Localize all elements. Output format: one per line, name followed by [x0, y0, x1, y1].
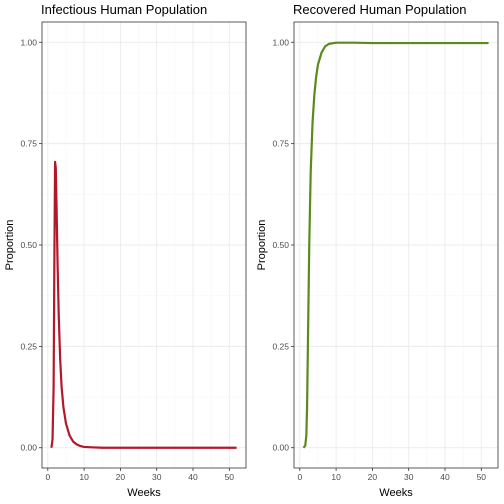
y-axis-label: Proportion	[256, 220, 268, 271]
y-tick-label: 0.00	[20, 443, 37, 453]
y-tick-label: 1.00	[272, 37, 289, 47]
y-tick-label: 0.25	[20, 341, 37, 351]
chart-title: Recovered Human Population	[293, 2, 466, 17]
x-tick-label: 20	[368, 472, 378, 482]
x-tick-label: 0	[45, 472, 50, 482]
chart-title: Infectious Human Population	[41, 2, 207, 17]
series-line-0	[302, 41, 489, 449]
x-tick-label: 20	[116, 472, 126, 482]
x-tick-label: 40	[440, 472, 450, 482]
series-line-0	[50, 160, 237, 449]
x-tick-label: 10	[331, 472, 341, 482]
y-tick-label: 0.00	[272, 443, 289, 453]
y-axis-label: Proportion	[4, 220, 16, 271]
x-tick-label: 10	[79, 472, 89, 482]
y-tick-label: 0.75	[272, 139, 289, 149]
x-tick-label: 40	[188, 472, 198, 482]
x-tick-label: 50	[225, 472, 235, 482]
y-tick-label: 1.00	[20, 37, 37, 47]
x-axis-label: Weeks	[127, 487, 161, 499]
chart-panel-1: 0 10 20 30 40 50 0.00 0.25 0.50 0.75 1.00 Recovered…	[256, 2, 499, 499]
y-tick-label: 0.50	[20, 240, 37, 250]
x-tick-label: 50	[477, 472, 487, 482]
y-tick-label: 0.75	[20, 139, 37, 149]
x-tick-label: 30	[404, 472, 414, 482]
y-tick-label: 0.50	[272, 240, 289, 250]
x-tick-label: 0	[297, 472, 302, 482]
x-tick-label: 30	[152, 472, 162, 482]
y-tick-label: 0.25	[272, 341, 289, 351]
x-axis-label: Weeks	[379, 487, 413, 499]
chart-panel-0: 0 10 20 30 40 50 0.00 0.25 0.50 0.75 1.00 Infectiou…	[4, 2, 247, 499]
